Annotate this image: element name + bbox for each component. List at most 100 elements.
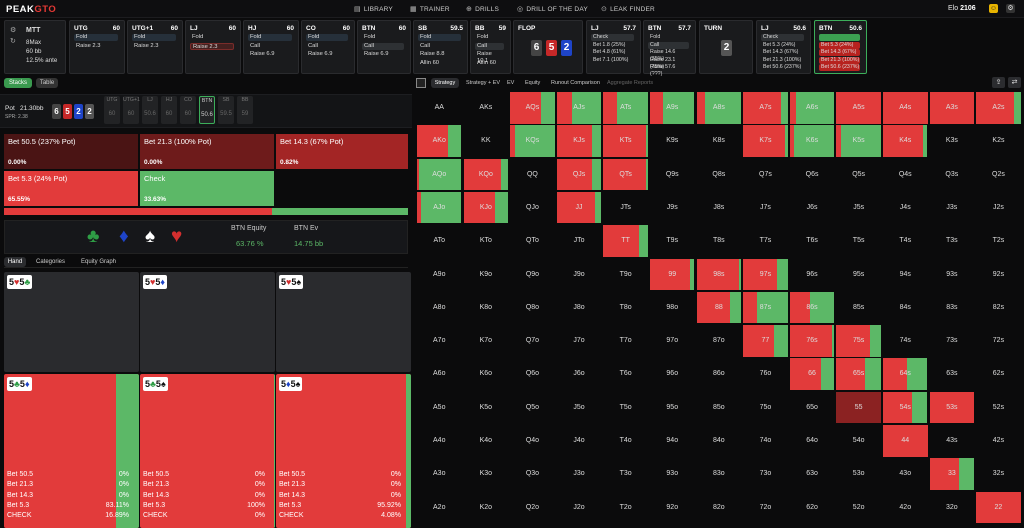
hand-cell-85o[interactable]: 85o bbox=[713, 403, 725, 411]
hand-cell-A9o[interactable]: A9o bbox=[433, 270, 446, 278]
seat-hj[interactable]: HJ 60 bbox=[161, 96, 177, 124]
hand-cell-KJs[interactable]: KJs bbox=[556, 125, 602, 157]
line-action[interactable]: Fold bbox=[650, 34, 661, 40]
hand-cell-75s[interactable]: 75s bbox=[836, 325, 881, 357]
hand-cell-43o[interactable]: 43o bbox=[899, 470, 912, 478]
nav-library[interactable]: ▤ LIBRARY bbox=[354, 6, 393, 13]
position-action[interactable]: Fold bbox=[132, 34, 176, 41]
hand-cell-T5s[interactable]: T5s bbox=[852, 237, 865, 245]
hand-cell-T9s[interactable]: T9s bbox=[666, 237, 679, 245]
hand-cell-K4o[interactable]: K4o bbox=[479, 437, 493, 444]
position-action[interactable]: Raise 6.9 bbox=[308, 51, 333, 57]
hand-cell-A6o[interactable]: A6o bbox=[433, 370, 446, 378]
hand-cell-A9s[interactable]: A9s bbox=[650, 92, 695, 124]
position-action[interactable]: Allin 60 bbox=[420, 59, 440, 66]
hand-cell-76o[interactable]: 76o bbox=[759, 370, 772, 378]
hand-cell-K5s[interactable]: K5s bbox=[836, 125, 881, 157]
hand-cell-T7s[interactable]: T7s bbox=[759, 237, 772, 245]
hand-cell-74s[interactable]: 74s bbox=[899, 337, 911, 345]
hand-cell-93o[interactable]: 93o bbox=[666, 470, 679, 478]
hand-cell-AKo[interactable]: AKo bbox=[417, 125, 462, 157]
btn-flop-card[interactable]: BTN 57.7 Fold Call Raise 14.6 (35%) Raise 23… bbox=[643, 20, 696, 77]
hand-cell-92o[interactable]: 92o bbox=[666, 503, 679, 511]
hand-cell-84s[interactable]: 84s bbox=[899, 303, 911, 311]
line-action[interactable]: Bet 7.1 (100%) bbox=[593, 56, 629, 63]
hand-cell-A5s[interactable]: A5s bbox=[836, 92, 881, 124]
tab-equity-graph[interactable]: Equity Graph bbox=[81, 259, 117, 265]
hand-cell-64o[interactable]: 64o bbox=[806, 437, 818, 444]
hand-cell-93s[interactable]: 93s bbox=[946, 270, 958, 278]
hand-cell-QTo[interactable]: QTo bbox=[526, 237, 539, 245]
hand-cell-Q5s[interactable]: Q5s bbox=[852, 170, 866, 178]
hand-cell-K6s[interactable]: K6s bbox=[789, 125, 835, 157]
tab-equity[interactable]: Equity bbox=[525, 80, 541, 86]
hand-cell-K3o[interactable]: K3o bbox=[479, 470, 493, 478]
tab-strategy[interactable]: Strategy bbox=[431, 78, 459, 88]
hand-cell-55[interactable]: 55 bbox=[836, 391, 881, 424]
position-card[interactable]: UTG+1 60 Fold Raise 2.3 bbox=[127, 20, 183, 74]
hand-cell-72o[interactable]: 72o bbox=[759, 503, 772, 511]
position-action[interactable]: Raise 8.8 bbox=[420, 51, 445, 57]
hand-cell-QJs[interactable]: QJs bbox=[556, 158, 602, 191]
hand-cell-86o[interactable]: 86o bbox=[713, 370, 725, 378]
hand-cell-Q2s[interactable]: Q2s bbox=[992, 170, 1005, 178]
hand-cell-J2s[interactable]: J2s bbox=[992, 203, 1004, 211]
hand-cell-53o[interactable]: 53o bbox=[852, 470, 865, 478]
hand-cell-62o[interactable]: 62o bbox=[806, 503, 818, 511]
line-action[interactable]: Check bbox=[591, 34, 634, 41]
hand-cell-KTs[interactable]: KTs bbox=[603, 125, 648, 157]
seat-co[interactable]: CO 60 bbox=[180, 96, 196, 124]
hand-cell-Q8s[interactable]: Q8s bbox=[712, 170, 726, 178]
hand-cell-65s[interactable]: 65s bbox=[836, 358, 881, 390]
hand-cell-99[interactable]: 99 bbox=[650, 258, 695, 290]
action-option[interactable]: Bet 5.3 (24% Pot) 65.55% bbox=[4, 171, 138, 206]
hand-cell-Q9s[interactable]: Q9s bbox=[665, 170, 679, 178]
hand-cell-J9o[interactable]: J9o bbox=[573, 270, 585, 278]
line-action[interactable]: Bet 14.3 (67%) bbox=[763, 49, 799, 55]
hand-cell-22[interactable]: 22 bbox=[976, 491, 1021, 524]
gear-icon[interactable]: ⚙ bbox=[10, 27, 17, 34]
hand-cell-88[interactable]: 88 bbox=[696, 291, 742, 324]
hand-cell-K9o[interactable]: K9o bbox=[479, 270, 493, 278]
hand-cell-Q4s[interactable]: Q4s bbox=[898, 170, 912, 178]
hand-cell-97s[interactable]: 97s bbox=[743, 258, 788, 290]
hand-cell-62s[interactable]: 62s bbox=[992, 370, 1005, 378]
hand-cell-96s[interactable]: 96s bbox=[806, 270, 818, 278]
hand-cell-53s[interactable]: 53s bbox=[929, 391, 975, 424]
hand-cell-42o[interactable]: 42o bbox=[899, 503, 912, 511]
hand-cell-T8s[interactable]: T8s bbox=[713, 237, 725, 245]
nav-leak-finder[interactable]: ⊙ LEAK FINDER bbox=[601, 6, 655, 13]
hand-cell-K3s[interactable]: K3s bbox=[945, 137, 958, 145]
hand-cell-K2s[interactable]: K2s bbox=[992, 137, 1005, 145]
tab-runout-comparison[interactable]: Runout Comparison bbox=[551, 80, 600, 86]
action-option[interactable]: Check 33.63% bbox=[140, 171, 274, 206]
line-action[interactable]: Raise 14.6 (35%) bbox=[650, 49, 676, 62]
hand-cell-63s[interactable]: 63s bbox=[946, 370, 958, 378]
hand-cell-A7s[interactable]: A7s bbox=[743, 92, 788, 124]
hand-cell-QJo[interactable]: QJo bbox=[526, 203, 539, 211]
hand-cell-J8s[interactable]: J8s bbox=[713, 203, 725, 211]
line-action[interactable]: Bet 14.3 (67%) bbox=[819, 49, 860, 56]
hand-cell-J7s[interactable]: J7s bbox=[759, 203, 771, 211]
hand-cell-Q6s[interactable]: Q6s bbox=[805, 170, 819, 178]
hand-cell-Q6o[interactable]: Q6o bbox=[525, 370, 540, 378]
hand-cell-74o[interactable]: 74o bbox=[759, 437, 772, 444]
hand-combo[interactable]: 5♥5♣ bbox=[4, 272, 139, 372]
hand-cell-T2o[interactable]: T2o bbox=[619, 503, 632, 511]
position-action[interactable]: Fold bbox=[306, 34, 348, 41]
nav-drill-of-the-day[interactable]: ◎ DRILL OF THE DAY bbox=[517, 6, 588, 13]
hand-cell-64s[interactable]: 64s bbox=[883, 358, 928, 390]
hand-cell-J3s[interactable]: J3s bbox=[946, 203, 958, 211]
lj-flop-card[interactable]: LJ 57.7 Check Bet 1.8 (25%) Bet 4.8 (61%) Be… bbox=[586, 20, 641, 74]
hand-cell-72s[interactable]: 72s bbox=[992, 337, 1005, 345]
hand-combo[interactable]: 5♥5♦ bbox=[140, 272, 275, 372]
hand-cell-K9s[interactable]: K9s bbox=[666, 137, 679, 145]
line-action[interactable]: Bet 21.3 (100%) bbox=[819, 56, 860, 64]
line-action[interactable]: Check bbox=[761, 34, 804, 41]
hand-cell-83o[interactable]: 83o bbox=[713, 470, 725, 478]
hand-cell-82s[interactable]: 82s bbox=[992, 303, 1005, 311]
position-action[interactable]: Call bbox=[420, 42, 430, 49]
hand-cell-AKs[interactable]: AKs bbox=[479, 104, 493, 111]
position-action[interactable]: Raise 6.9 bbox=[250, 51, 275, 57]
position-action[interactable]: Raise 2.3 bbox=[134, 42, 159, 49]
